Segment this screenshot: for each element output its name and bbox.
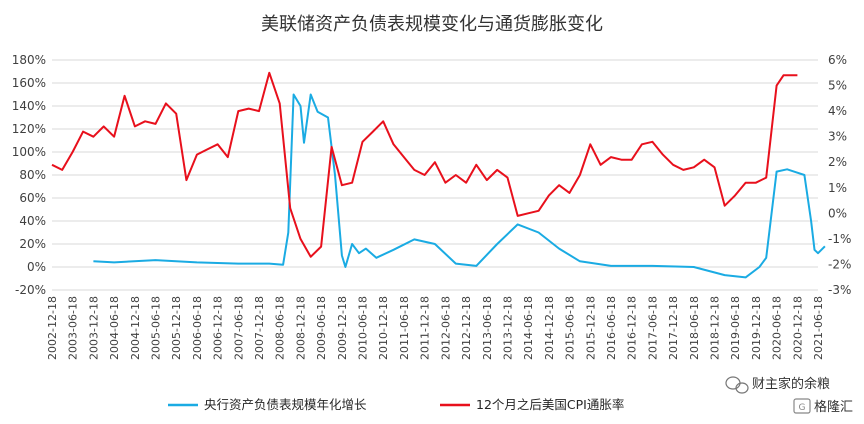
x-tick-label: 2013-06-18 bbox=[481, 296, 494, 360]
x-tick-label: 2017-06-18 bbox=[646, 296, 659, 360]
x-tick-label: 2010-12-18 bbox=[377, 296, 390, 360]
x-tick-label: 2006-12-18 bbox=[212, 296, 225, 360]
legend: 央行资产负债表规模年化增长 12个月之后美国CPI通胀率 bbox=[168, 397, 624, 412]
legend-label: 央行资产负债表规模年化增长 bbox=[204, 397, 367, 412]
x-tick-label: 2021-06-18 bbox=[812, 296, 825, 360]
right-tick-label: 1% bbox=[828, 181, 847, 195]
right-tick-label: -2% bbox=[828, 257, 851, 271]
x-tick-label: 2005-12-18 bbox=[170, 296, 183, 360]
chart-title: 美联储资产负债表规模变化与通货膨胀变化 bbox=[261, 14, 603, 35]
x-tick-label: 2018-12-18 bbox=[708, 296, 721, 360]
series-lines bbox=[51, 71, 826, 279]
x-tick-label: 2011-12-18 bbox=[419, 296, 432, 360]
x-tick-label: 2005-06-18 bbox=[150, 296, 163, 360]
right-tick-label: -3% bbox=[828, 283, 851, 297]
gridlines bbox=[52, 59, 818, 291]
x-tick-label: 2019-12-18 bbox=[750, 296, 763, 360]
left-tick-label: 180% bbox=[12, 53, 46, 67]
left-tick-label: 0% bbox=[27, 260, 46, 274]
watermark-brand: 格隆汇 bbox=[814, 399, 853, 415]
x-tick-label: 2003-12-18 bbox=[87, 296, 100, 360]
x-tick-label: 2004-12-18 bbox=[129, 296, 142, 360]
x-tick-label: 2008-06-18 bbox=[274, 296, 287, 360]
x-tick-label: 2007-12-18 bbox=[253, 296, 266, 360]
right-tick-label: 2% bbox=[828, 155, 847, 169]
x-tick-label: 2015-06-18 bbox=[564, 296, 577, 360]
left-tick-label: 100% bbox=[12, 145, 46, 159]
left-tick-label: 40% bbox=[19, 214, 46, 228]
x-tick-label: 2020-12-18 bbox=[791, 296, 804, 360]
left-tick-label: 160% bbox=[12, 76, 46, 90]
x-tick-label: 2006-06-18 bbox=[191, 296, 204, 360]
x-tick-label: 2009-06-18 bbox=[315, 296, 328, 360]
right-axis-ticks: -3% -2% -1% 0% 1% 2% 3% 4% 5% 6% bbox=[828, 53, 851, 297]
left-tick-label: 140% bbox=[12, 99, 46, 113]
x-tick-label: 2016-06-18 bbox=[605, 296, 618, 360]
x-tick-label: 2002-12-18 bbox=[46, 296, 59, 360]
x-tick-label: 2017-12-18 bbox=[667, 296, 680, 360]
x-tick-label: 2019-06-18 bbox=[729, 296, 742, 360]
x-tick-label: 2009-12-18 bbox=[336, 296, 349, 360]
x-tick-label: 2020-06-18 bbox=[771, 296, 784, 360]
x-tick-label: 2014-06-18 bbox=[522, 296, 535, 360]
watermark-account: 财主家的余粮 bbox=[752, 376, 830, 392]
x-tick-label: 2004-06-18 bbox=[108, 296, 121, 360]
left-tick-label: -20% bbox=[15, 283, 46, 297]
series-line-2 bbox=[51, 71, 798, 258]
right-tick-label: 6% bbox=[828, 53, 847, 67]
right-tick-label: 0% bbox=[828, 206, 847, 220]
left-tick-label: 120% bbox=[12, 122, 46, 136]
x-tick-label: 2003-06-18 bbox=[67, 296, 80, 360]
left-tick-label: 80% bbox=[19, 168, 46, 182]
left-tick-label: 60% bbox=[19, 191, 46, 205]
x-tick-label: 2014-12-18 bbox=[543, 296, 556, 360]
wechat-icon bbox=[725, 376, 749, 394]
x-tick-label: 2007-06-18 bbox=[232, 296, 245, 360]
x-tick-label: 2008-12-18 bbox=[294, 296, 307, 360]
x-axis-ticks: 2002-12-18 2003-06-18 2003-12-18 2004-06-18… bbox=[46, 296, 825, 360]
brand-logo-icon: G bbox=[793, 398, 811, 414]
x-tick-label: 2016-12-18 bbox=[626, 296, 639, 360]
right-tick-label: 3% bbox=[828, 130, 847, 144]
right-tick-label: 4% bbox=[828, 104, 847, 118]
x-tick-label: 2013-12-18 bbox=[501, 296, 514, 360]
left-axis-ticks: -20% 0% 20% 40% 60% 80% 100% 120% 140% 160% 180% bbox=[12, 53, 46, 297]
svg-text:G: G bbox=[799, 403, 806, 413]
x-tick-label: 2015-12-18 bbox=[584, 296, 597, 360]
x-tick-label: 2011-06-18 bbox=[398, 296, 411, 360]
x-tick-label: 2018-06-18 bbox=[688, 296, 701, 360]
left-tick-label: 20% bbox=[19, 237, 46, 251]
x-tick-label: 2012-12-18 bbox=[460, 296, 473, 360]
series-line-1 bbox=[93, 93, 826, 279]
right-tick-label: -1% bbox=[828, 232, 851, 246]
x-tick-label: 2012-06-18 bbox=[439, 296, 452, 360]
x-tick-label: 2010-06-18 bbox=[357, 296, 370, 360]
legend-label: 12个月之后美国CPI通胀率 bbox=[476, 397, 624, 412]
right-tick-label: 5% bbox=[828, 79, 847, 93]
watermark: 财主家的余粮 G 格隆汇 bbox=[725, 376, 853, 415]
